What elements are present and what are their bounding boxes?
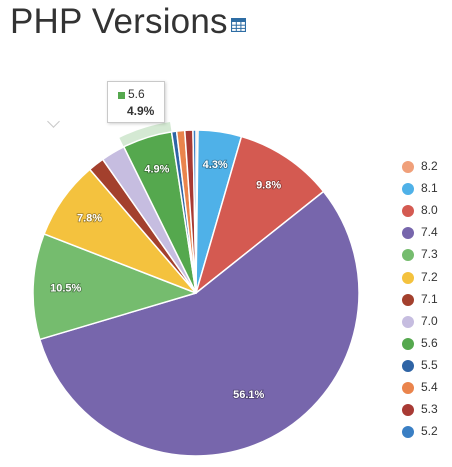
legend-item-7-3[interactable]: 7.3 [402, 246, 448, 262]
legend-item-5-3[interactable]: 5.3 [402, 401, 448, 417]
slice-label-7-3: 10.5% [50, 283, 81, 295]
slice-label-5-6: 4.9% [144, 164, 169, 176]
legend-item-7-2[interactable]: 7.2 [402, 269, 448, 285]
legend-swatch [402, 161, 414, 173]
legend-swatch [402, 205, 414, 218]
legend-label: 7.0 [421, 313, 438, 328]
pie-slice-5-2[interactable] [192, 129, 197, 294]
legend-label: 5.6 [421, 335, 438, 350]
legend-item-5-2[interactable]: 5.2 [402, 423, 448, 439]
legend-swatch [402, 426, 414, 439]
legend-item-8-1[interactable]: 8.1 [402, 180, 448, 196]
legend-label: 8.2 [421, 159, 438, 173]
legend-label: 5.2 [421, 424, 438, 439]
chart-tooltip: 5.6 4.9% [107, 81, 165, 123]
slice-label-8-0: 9.8% [256, 180, 281, 192]
legend-item-8-2[interactable]: 8.2 [402, 158, 448, 174]
legend-label: 5.3 [421, 402, 438, 417]
legend-swatch [402, 359, 414, 372]
legend-label: 7.1 [421, 291, 438, 306]
page-title: PHP Versions [10, 2, 228, 41]
slice-label-7-2: 7.8% [77, 213, 102, 225]
tooltip-series-name: 5.6 [128, 87, 145, 101]
legend-item-5-4[interactable]: 5.4 [402, 379, 448, 395]
legend-label: 8.0 [421, 203, 438, 218]
pie-slice-7-4[interactable] [39, 190, 360, 457]
legend-swatch [402, 183, 414, 196]
legend-item-7-4[interactable]: 7.4 [402, 224, 448, 240]
pie-slice-7-3[interactable] [32, 233, 197, 341]
legend-label: 5.4 [421, 380, 438, 394]
legend-label: 7.4 [421, 225, 438, 240]
legend-label: 8.1 [421, 181, 438, 196]
pie-slice-8-0[interactable] [195, 135, 325, 294]
slice-label-8-1: 4.3% [203, 159, 228, 171]
tooltip-swatch [118, 92, 125, 99]
pie-slice-halo-5-6 [119, 121, 172, 147]
legend-item-7-1[interactable]: 7.1 [402, 291, 448, 307]
legend-label: 7.3 [421, 247, 438, 262]
legend-item-8-0[interactable]: 8.0 [402, 202, 448, 218]
legend-label: 5.5 [421, 357, 438, 372]
legend-item-7-0[interactable]: 7.0 [402, 313, 448, 329]
legend-item-5-5[interactable]: 5.5 [402, 357, 448, 373]
legend-swatch [402, 293, 414, 306]
legend-swatch [402, 271, 414, 284]
tooltip-value: 4.9% [127, 104, 155, 118]
legend-swatch [402, 404, 414, 417]
legend-swatch [402, 227, 414, 240]
legend-swatch [402, 337, 414, 350]
legend-item-5-6[interactable]: 5.6 [402, 335, 448, 351]
legend-swatch [402, 249, 414, 262]
legend-swatch [402, 382, 414, 394]
legend-swatch [402, 315, 414, 328]
legend-label: 7.2 [421, 269, 438, 284]
table-icon[interactable] [231, 18, 246, 32]
slice-label-7-4: 56.1% [233, 389, 264, 401]
